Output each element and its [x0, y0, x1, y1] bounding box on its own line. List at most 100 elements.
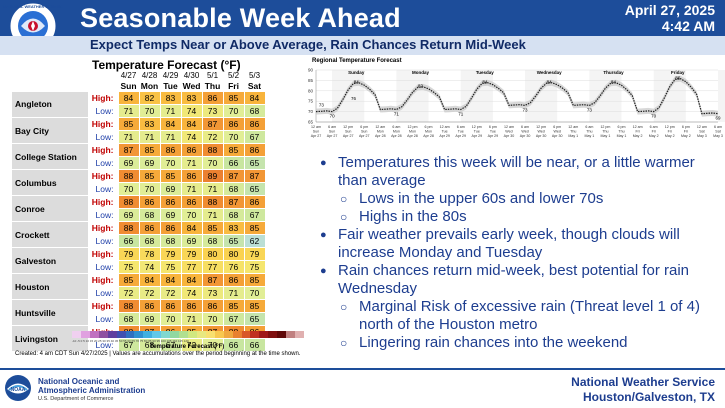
low-label: Low:	[95, 132, 114, 142]
low-label: Low:	[95, 314, 114, 324]
high-temp-cell: 82	[138, 91, 161, 105]
x-tick-date: Apr 30	[552, 134, 563, 138]
x-tick-date: May 2	[633, 134, 643, 138]
colorbar-swatch	[143, 331, 153, 338]
daytime-band	[396, 70, 429, 122]
low-temp-cell: 66	[117, 234, 140, 248]
high-value-label: 84	[354, 79, 360, 84]
high-temp-cell: 88	[201, 195, 224, 209]
low-label: Low:	[95, 158, 114, 168]
high-temp-cell: 83	[138, 117, 161, 131]
colorbar-swatch	[72, 331, 81, 338]
x-tick-date: May 3	[697, 134, 707, 138]
low-temp-cell: 75	[243, 260, 266, 274]
low-temp-cell: 74	[180, 130, 203, 144]
colorbar-swatch	[170, 331, 180, 338]
high-temp-cell: 88	[201, 143, 224, 157]
x-tick-date: Apr 27	[311, 134, 322, 138]
x-tick-day: Thu	[602, 130, 608, 134]
bullet-list: Temperatures this week will be near, or …	[320, 154, 720, 352]
city-name: Conroe	[12, 195, 88, 222]
department-name: U.S. Department of Commerce	[38, 396, 114, 402]
high-temp-cell: 86	[180, 143, 203, 157]
high-temp-cell: 86	[159, 299, 182, 313]
high-temp-cell: 84	[117, 91, 140, 105]
x-tick-time: 6 pm	[682, 125, 690, 129]
high-temp-cell: 85	[159, 169, 182, 183]
high-temp-cell: 85	[138, 143, 161, 157]
x-tick-day: Mon	[409, 130, 416, 134]
low-temp-cell: 71	[180, 156, 203, 170]
table-title: Temperature Forecast (°F)	[92, 58, 241, 72]
low-temp-cell: 70	[138, 104, 161, 118]
x-tick-date: Apr 27	[327, 134, 338, 138]
day-label: Monday	[412, 70, 429, 75]
sub-bullet-item: Highs in the 80s	[320, 208, 720, 226]
high-value-label: 84	[482, 79, 488, 84]
x-tick-day: Sun	[313, 130, 319, 134]
x-tick-time: 12 pm	[536, 125, 546, 129]
x-tick-time: 6 pm	[425, 125, 433, 129]
column-date: 4/28	[141, 71, 158, 80]
high-temp-cell: 84	[180, 273, 203, 287]
table-row: College Station High: 87 85 86 86 88 85 86	[12, 143, 266, 170]
colorbar-swatch	[286, 331, 296, 338]
high-label: High:	[91, 93, 114, 103]
high-temp-cell: 86	[138, 299, 161, 313]
sub-bullet-item: Lingering rain chances into the weekend	[320, 334, 720, 352]
low-temp-cell: 70	[159, 156, 182, 170]
low-temp-cell: 76	[222, 260, 245, 274]
low-temp-cell: 70	[117, 182, 140, 196]
high-temp-cell: 86	[243, 117, 266, 131]
low-temp-cell: 70	[201, 156, 224, 170]
high-label: High:	[91, 249, 114, 259]
low-temp-cell: 67	[243, 130, 266, 144]
x-tick-time: 6 am	[457, 125, 465, 129]
x-tick-day: Thu	[570, 130, 576, 134]
x-tick-time: 6 am	[714, 125, 722, 129]
table-row: Low: 71 70 71 74 73 70 68	[12, 104, 266, 118]
colorbar-swatch	[259, 331, 269, 338]
table-body: Angleton High: 84 82 83 83 86 85 84 Low: 71 70 71 74 7…	[12, 91, 266, 352]
low-temp-cell: 69	[159, 208, 182, 222]
created-note: Created: 4 am CDT Sun 4/27/2025 | Values…	[15, 351, 301, 357]
date-text: April 27, 2025	[624, 2, 715, 18]
high-temp-cell: 84	[180, 117, 203, 131]
low-temp-cell: 72	[201, 130, 224, 144]
low-temp-cell: 74	[180, 104, 203, 118]
high-temp-cell: 85	[243, 299, 266, 313]
low-value-label: 73	[587, 107, 593, 112]
office-line-2: Houston/Galveston, TX	[582, 390, 715, 404]
low-temp-cell: 70	[243, 286, 266, 300]
colorbar-swatch	[241, 331, 251, 338]
daytime-band	[332, 70, 365, 122]
low-temp-cell: 70	[201, 338, 224, 352]
x-tick-date: Apr 30	[536, 134, 547, 138]
y-tick-label: 80	[308, 88, 314, 93]
high-temp-cell: 89	[201, 169, 224, 183]
colorbar-swatch	[205, 331, 215, 338]
low-temp-cell: 67	[243, 208, 266, 222]
low-temp-cell: 70	[222, 130, 245, 144]
low-temp-cell: 70	[138, 182, 161, 196]
day-label: Tuesday	[476, 70, 494, 75]
low-temp-cell: 66	[222, 156, 245, 170]
x-tick-time: 6 am	[585, 125, 593, 129]
high-label: High:	[91, 119, 114, 129]
low-value-label: 73	[523, 107, 529, 112]
high-temp-cell: 85	[117, 117, 140, 131]
high-temp-cell: 84	[138, 273, 161, 287]
high-temp-cell: 86	[201, 299, 224, 313]
low-temp-cell: 71	[159, 104, 182, 118]
high-temp-cell: 88	[117, 169, 140, 183]
low-temp-cell: 65	[243, 156, 266, 170]
table-row: Conroe High: 88 86 86 86 88 87 86	[12, 195, 266, 222]
x-tick-time: 12 pm	[665, 125, 675, 129]
x-tick-date: Apr 27	[359, 134, 370, 138]
high-temp-cell: 87	[201, 117, 224, 131]
city-name: Houston	[12, 273, 88, 300]
low-label: Low:	[95, 210, 114, 220]
x-tick-day: Wed	[554, 130, 561, 134]
high-temp-cell: 86	[180, 299, 203, 313]
